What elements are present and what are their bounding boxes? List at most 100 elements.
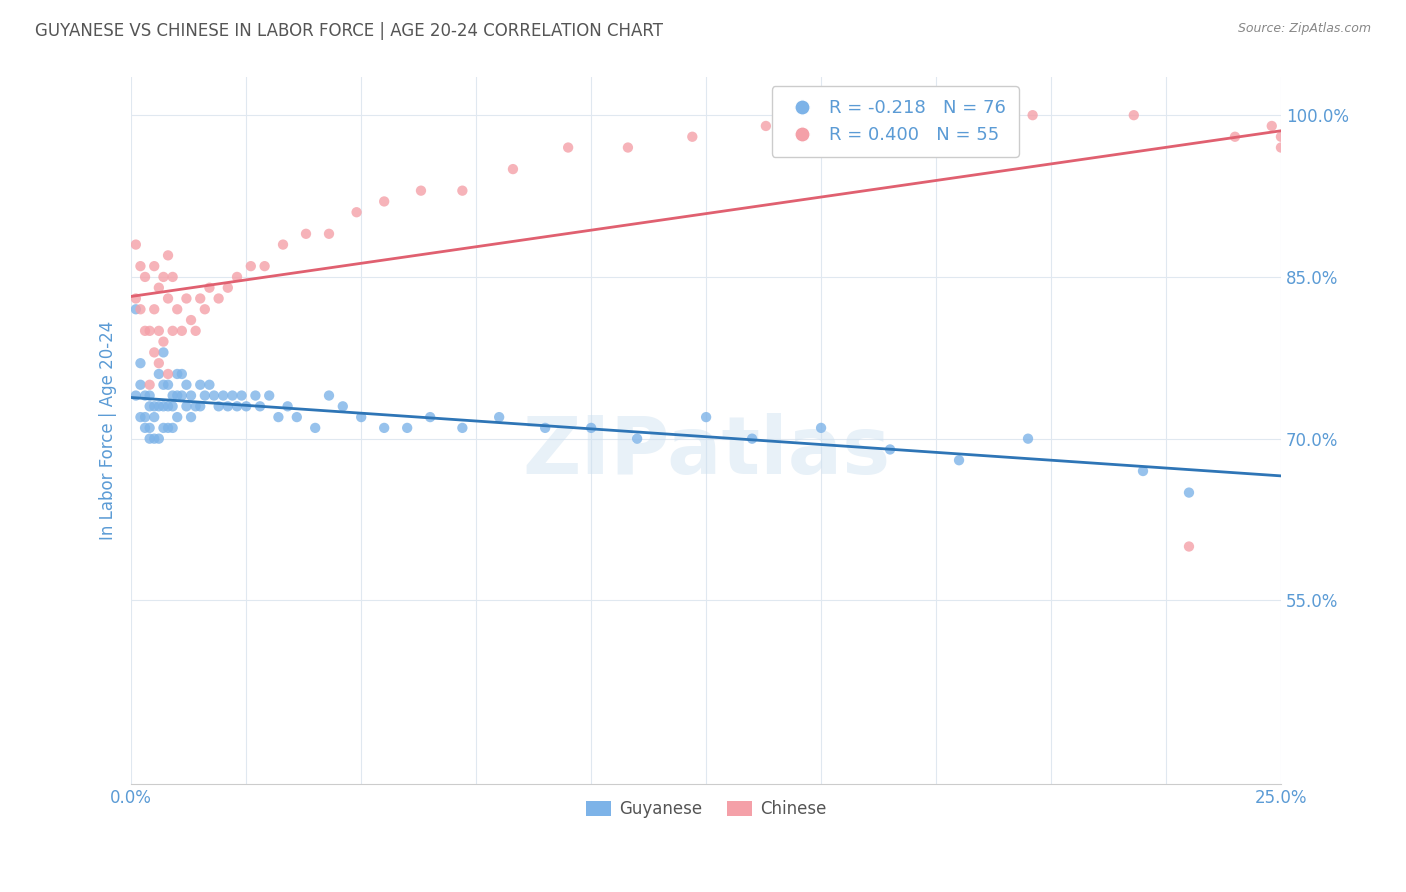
Point bbox=[166, 388, 188, 402]
Point bbox=[231, 388, 253, 402]
Point bbox=[188, 377, 211, 392]
Point bbox=[810, 421, 832, 435]
Point bbox=[188, 400, 211, 414]
Point bbox=[1223, 129, 1246, 144]
Text: ZIPatlas: ZIPatlas bbox=[522, 413, 890, 491]
Point bbox=[681, 129, 703, 144]
Point bbox=[170, 367, 193, 381]
Point bbox=[198, 377, 221, 392]
Point bbox=[162, 388, 184, 402]
Point bbox=[170, 324, 193, 338]
Point bbox=[695, 410, 717, 425]
Point bbox=[152, 421, 174, 435]
Point bbox=[212, 388, 235, 402]
Point bbox=[207, 292, 229, 306]
Point bbox=[134, 324, 156, 338]
Point bbox=[350, 410, 373, 425]
Point bbox=[152, 377, 174, 392]
Point bbox=[267, 410, 290, 425]
Point bbox=[1021, 108, 1043, 122]
Point bbox=[176, 292, 198, 306]
Point bbox=[148, 432, 170, 446]
Point bbox=[157, 400, 180, 414]
Point bbox=[157, 377, 180, 392]
Point bbox=[152, 400, 174, 414]
Point bbox=[451, 184, 474, 198]
Point bbox=[271, 237, 294, 252]
Point bbox=[579, 421, 602, 435]
Point bbox=[134, 269, 156, 284]
Point bbox=[152, 334, 174, 349]
Point bbox=[1178, 540, 1201, 554]
Point bbox=[129, 302, 152, 317]
Point bbox=[879, 442, 901, 457]
Point bbox=[138, 432, 160, 446]
Point bbox=[125, 302, 148, 317]
Point bbox=[1261, 119, 1284, 133]
Point bbox=[162, 269, 184, 284]
Point bbox=[184, 400, 207, 414]
Point bbox=[162, 400, 184, 414]
Point bbox=[143, 400, 166, 414]
Point bbox=[176, 400, 198, 414]
Point bbox=[180, 410, 202, 425]
Point bbox=[166, 410, 188, 425]
Point bbox=[129, 259, 152, 273]
Point bbox=[129, 356, 152, 370]
Point bbox=[277, 400, 299, 414]
Point bbox=[207, 400, 229, 414]
Point bbox=[1178, 485, 1201, 500]
Point bbox=[235, 400, 257, 414]
Point bbox=[125, 292, 148, 306]
Point bbox=[162, 421, 184, 435]
Point bbox=[184, 324, 207, 338]
Point bbox=[157, 248, 180, 262]
Point bbox=[194, 302, 217, 317]
Y-axis label: In Labor Force | Age 20-24: In Labor Force | Age 20-24 bbox=[100, 321, 117, 541]
Point bbox=[134, 410, 156, 425]
Point bbox=[534, 421, 557, 435]
Point bbox=[180, 313, 202, 327]
Point bbox=[176, 377, 198, 392]
Point bbox=[188, 292, 211, 306]
Point bbox=[741, 432, 763, 446]
Point bbox=[202, 388, 225, 402]
Point bbox=[157, 292, 180, 306]
Point bbox=[239, 259, 262, 273]
Point bbox=[253, 259, 276, 273]
Point bbox=[249, 400, 271, 414]
Point bbox=[488, 410, 510, 425]
Point bbox=[1122, 108, 1144, 122]
Point bbox=[295, 227, 318, 241]
Point bbox=[948, 453, 970, 467]
Point bbox=[198, 281, 221, 295]
Point bbox=[451, 421, 474, 435]
Point bbox=[617, 140, 640, 154]
Point bbox=[157, 421, 180, 435]
Point bbox=[373, 421, 395, 435]
Point bbox=[226, 269, 249, 284]
Point bbox=[194, 388, 217, 402]
Point bbox=[129, 410, 152, 425]
Point bbox=[170, 388, 193, 402]
Point bbox=[143, 302, 166, 317]
Point bbox=[217, 400, 239, 414]
Point bbox=[346, 205, 368, 219]
Point bbox=[318, 388, 340, 402]
Point bbox=[245, 388, 267, 402]
Point bbox=[148, 367, 170, 381]
Text: Source: ZipAtlas.com: Source: ZipAtlas.com bbox=[1237, 22, 1371, 36]
Point bbox=[138, 377, 160, 392]
Point bbox=[138, 421, 160, 435]
Point bbox=[157, 367, 180, 381]
Point bbox=[152, 345, 174, 359]
Point bbox=[134, 388, 156, 402]
Point bbox=[396, 421, 419, 435]
Point bbox=[1270, 129, 1292, 144]
Point bbox=[166, 302, 188, 317]
Point bbox=[125, 237, 148, 252]
Point bbox=[148, 400, 170, 414]
Point bbox=[1017, 432, 1039, 446]
Point bbox=[143, 345, 166, 359]
Point bbox=[1270, 140, 1292, 154]
